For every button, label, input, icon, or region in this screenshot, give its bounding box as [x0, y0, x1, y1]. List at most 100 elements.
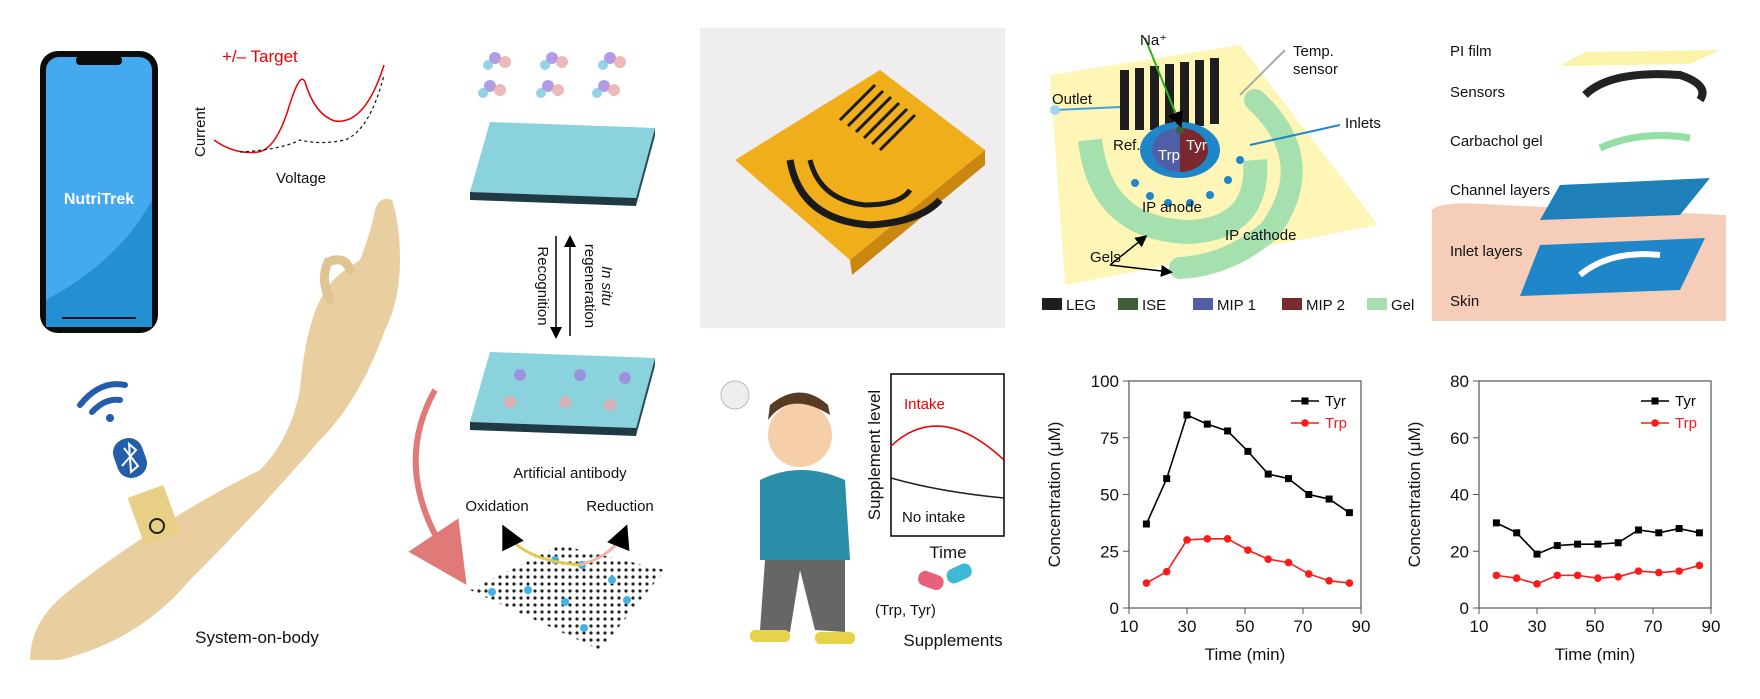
y-tick-label: 0	[1110, 599, 1119, 618]
smartphone: NutriTrek	[40, 51, 158, 333]
temp-label-2: sensor	[1293, 61, 1338, 78]
x-tick-label: 70	[1644, 617, 1663, 636]
data-point-trp	[1655, 568, 1663, 577]
inlets-label: Inlets	[1345, 115, 1381, 132]
data-point-tyr	[1305, 491, 1313, 498]
y-tick-label: 0	[1460, 599, 1469, 618]
supplement-ylabel: Supplement level	[865, 390, 884, 520]
capsule-icon	[918, 570, 944, 590]
data-point-trp	[1183, 536, 1191, 544]
data-point-trp	[1573, 571, 1582, 580]
legend-label: ISE	[1142, 297, 1166, 314]
bluetooth-icon	[113, 438, 147, 478]
x-tick-label: 30	[1528, 617, 1547, 636]
x-tick-label: 10	[1120, 617, 1139, 636]
legend-label: Trp	[1675, 415, 1697, 432]
wifi-icon	[77, 381, 128, 422]
reduction-label: Reduction	[586, 498, 654, 515]
layer-stack	[1432, 50, 1726, 321]
na-label: Na⁺	[1140, 32, 1167, 49]
layer-label: Carbachol gel	[1450, 133, 1543, 150]
data-point-tyr	[1594, 540, 1602, 548]
x-tick-label: 50	[1586, 617, 1605, 636]
series-line-tyr	[1496, 522, 1700, 556]
wearable-patch	[127, 485, 181, 545]
y-tick-label: 25	[1100, 542, 1119, 561]
layer-label: Skin	[1450, 293, 1479, 310]
data-point-tyr	[1264, 470, 1272, 478]
data-point-trp	[1142, 579, 1151, 587]
data-point-trp	[1512, 574, 1521, 583]
data-point-tyr	[1614, 539, 1622, 547]
data-point-tyr	[1533, 550, 1541, 558]
data-point-tyr	[1553, 542, 1561, 550]
data-point-tyr	[1695, 529, 1703, 537]
cv-legend: +/– Target	[222, 47, 298, 66]
y-tick-label: 40	[1450, 486, 1469, 505]
data-point-trp	[1162, 567, 1171, 576]
sensor-schematic: Na⁺ Temp. sensor Outlet Inlets Ref. Trp …	[1042, 32, 1414, 314]
layer-label: Channel layers	[1450, 182, 1550, 199]
voltammogram-sketch: +/– Target Current Voltage	[192, 47, 385, 187]
data-point-tyr	[1635, 526, 1642, 534]
supplement-plot: Intake No intake Supplement level Time (…	[865, 373, 1005, 650]
data-point-trp	[1675, 567, 1683, 575]
y-axis-label: Concentration (μM)	[1405, 422, 1424, 568]
data-point-trp	[1305, 570, 1313, 578]
mip-slab-empty	[470, 122, 655, 198]
cv-ylabel: Current	[192, 106, 209, 157]
layer-label: PI film	[1450, 43, 1492, 60]
data-point-tyr	[1345, 509, 1353, 517]
oxidation-arrow	[502, 524, 581, 567]
target-molecules	[478, 52, 626, 98]
data-point-trp	[1203, 534, 1212, 543]
data-point-tyr	[1163, 475, 1171, 483]
data-point-tyr	[1513, 529, 1521, 537]
x-tick-label: 70	[1294, 617, 1313, 636]
data-point-trp	[1553, 571, 1562, 580]
legend-label: Gel	[1391, 297, 1414, 314]
data-point-tyr	[1224, 427, 1232, 435]
x-tick-label: 30	[1178, 617, 1197, 636]
y-tick-label: 80	[1450, 372, 1469, 391]
data-point-trp	[1223, 534, 1232, 543]
data-point-tyr	[1203, 420, 1211, 428]
data-point-tyr	[1655, 529, 1663, 537]
data-point-trp	[1533, 580, 1541, 588]
legend-label: MIP 2	[1306, 297, 1345, 314]
data-point-tyr	[1574, 540, 1582, 548]
series-line-tyr	[1145, 413, 1350, 525]
data-point-trp	[1695, 561, 1704, 570]
anode-label: IP anode	[1142, 199, 1202, 216]
pills-label: (Trp, Tyr)	[875, 602, 936, 619]
antibody-panel: Recognition In situ regeneration Artific…	[408, 52, 665, 650]
x-tick-label: 10	[1470, 617, 1489, 636]
legend-swatch	[1193, 298, 1213, 310]
layer-label: Inlet layers	[1450, 243, 1523, 260]
trp-label: Trp	[1158, 147, 1180, 164]
schematic-legend: LEG ISE MIP 1 MIP 2 Gel	[1042, 297, 1414, 314]
blank-curve	[239, 74, 385, 153]
data-point-tyr	[1285, 475, 1292, 483]
data-point-trp	[1634, 567, 1643, 575]
tyr-label: Tyr	[1186, 137, 1207, 154]
x-tick-label: 90	[1702, 617, 1721, 636]
mip-slab-bound	[470, 352, 655, 428]
legend-marker	[1301, 397, 1309, 405]
cv-xlabel: Voltage	[276, 170, 326, 187]
legend-swatch	[1282, 298, 1302, 310]
antibody-caption: Artificial antibody	[513, 465, 627, 482]
temp-label: Temp.	[1293, 43, 1334, 60]
legend-label: Tyr	[1675, 393, 1696, 410]
data-point-trp	[1594, 574, 1602, 583]
chart-2: 10 30 50 70 90 0 20 40 60 80 Time (min) Concentrati…	[1405, 372, 1720, 664]
y-tick-label: 75	[1100, 429, 1119, 448]
legend-label: Tyr	[1325, 393, 1346, 410]
legend-marker	[1301, 419, 1309, 427]
legend-marker	[1651, 419, 1659, 427]
data-point-trp	[1284, 558, 1293, 567]
regeneration-label: regeneration	[581, 244, 598, 328]
legend-swatch	[1367, 298, 1387, 310]
x-tick-label: 50	[1236, 617, 1255, 636]
